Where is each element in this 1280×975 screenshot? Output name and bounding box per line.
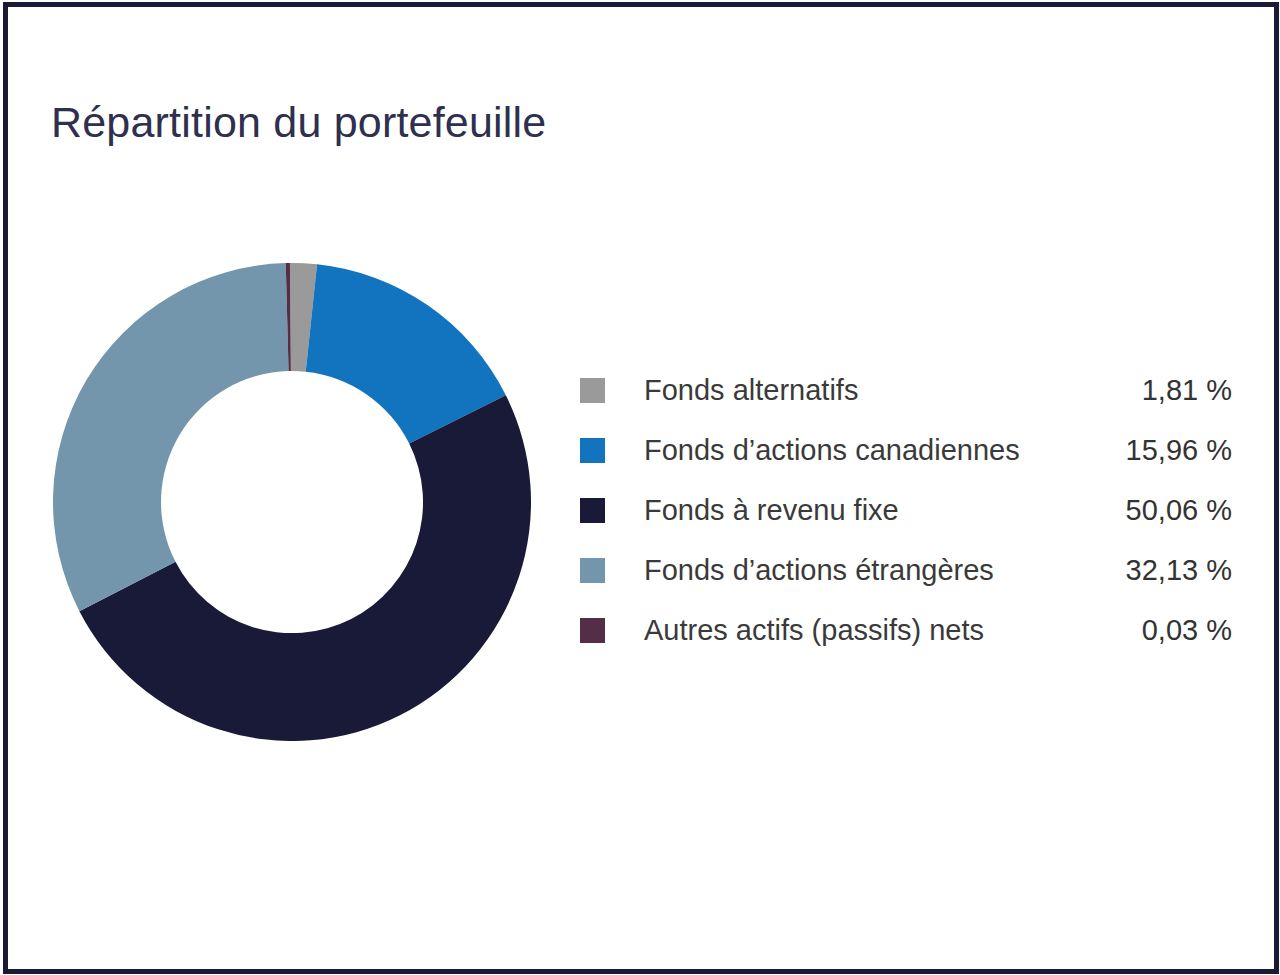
chart-legend: Fonds alternatifs 1,81 % Fonds d’actions… — [580, 360, 1232, 660]
legend-item: Fonds d’actions canadiennes 15,96 % — [580, 420, 1232, 480]
legend-swatch — [580, 618, 605, 643]
donut-chart — [53, 263, 531, 741]
legend-value: 1,81 % — [1142, 374, 1232, 407]
legend-item: Autres actifs (passifs) nets 0,03 % — [580, 600, 1232, 660]
portfolio-allocation-card: Répartition du portefeuille Fonds altern… — [0, 0, 1280, 975]
legend-swatch — [580, 438, 605, 463]
legend-item: Fonds alternatifs 1,81 % — [580, 360, 1232, 420]
legend-swatch — [580, 498, 605, 523]
legend-item: Fonds à revenu fixe 50,06 % — [580, 480, 1232, 540]
legend-label: Fonds alternatifs — [644, 374, 858, 407]
legend-value: 0,03 % — [1142, 614, 1232, 647]
legend-label: Fonds d’actions canadiennes — [644, 434, 1020, 467]
legend-swatch — [580, 558, 605, 583]
legend-value: 15,96 % — [1126, 434, 1232, 467]
legend-value: 32,13 % — [1126, 554, 1232, 587]
legend-item: Fonds d’actions étrangères 32,13 % — [580, 540, 1232, 600]
legend-swatch — [580, 378, 605, 403]
legend-label: Autres actifs (passifs) nets — [644, 614, 984, 647]
legend-label: Fonds d’actions étrangères — [644, 554, 994, 587]
donut-slice-3 — [53, 263, 289, 611]
legend-label: Fonds à revenu fixe — [644, 494, 899, 527]
page-title: Répartition du portefeuille — [51, 98, 546, 147]
legend-value: 50,06 % — [1126, 494, 1232, 527]
